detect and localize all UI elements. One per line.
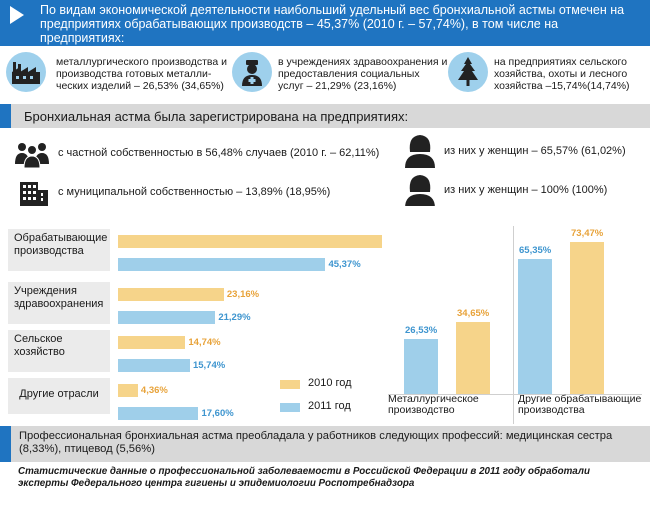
- ownership-private: с частной собственностью в 56,48% случае…: [58, 147, 380, 159]
- hbar-value-label: 17,60%: [201, 408, 234, 419]
- header-banner: По видам экономической деятельности наиб…: [0, 0, 650, 46]
- vbar-value-label: 34,65%: [457, 308, 490, 320]
- hbar-2010: [118, 336, 186, 349]
- professions-text: Профессиональная бронхиальная астма прео…: [19, 430, 613, 455]
- hbar-value-label: 15,74%: [192, 360, 226, 371]
- legend-swatch-2010: [280, 380, 300, 389]
- vbar-2011: [518, 258, 552, 394]
- hbar-value-label: 4,36%: [140, 385, 168, 396]
- hbar-2010: [118, 384, 138, 397]
- vbar-value-label: 73,47%: [571, 228, 604, 239]
- doctor-icon: [232, 52, 272, 92]
- hbar-2010: [118, 235, 382, 248]
- hbar-value-label: 14,74%: [188, 337, 221, 348]
- vbar-2010: [456, 322, 490, 394]
- building-icon: [18, 176, 50, 213]
- category-label: Обрабатывающие производства: [8, 229, 110, 271]
- footer-source: Статистические данные о профессиональной…: [18, 466, 590, 489]
- sector-metallurgy: металлургического производства и произво…: [56, 56, 228, 92]
- legend-label-2011: 2011 год: [308, 400, 351, 412]
- women-share-1: из них у женщин – 65,57% (61,02%): [444, 145, 626, 157]
- hbar-value-label: 45,37%: [328, 259, 361, 270]
- vertical-bar-chart: 26,53% 34,65% 65,35% 73,47% Металлургическо…: [384, 206, 646, 424]
- registered-text: Бронхиальная астма была зарегистрирована…: [24, 109, 409, 124]
- people-icon: [14, 140, 50, 173]
- factory-icon: [6, 52, 46, 92]
- woman-icon: [402, 132, 438, 173]
- category-label: Другие отрасли: [8, 378, 110, 414]
- category-label: Сельское хозяйство: [8, 330, 110, 372]
- woman-icon: [402, 172, 438, 213]
- category-label: Учреждения здравоохранения: [8, 282, 110, 324]
- header-text: По видам экономической деятельности наиб…: [40, 3, 625, 45]
- vbar-value-label: 65,35%: [519, 244, 552, 256]
- hbar-2011: [118, 258, 326, 271]
- hbar-2010: [118, 288, 224, 301]
- hbar-value-label: 23,16%: [226, 289, 260, 300]
- registered-banner: Бронхиальная астма была зарегистрирована…: [0, 104, 650, 128]
- legend-label-2010: 2010 год: [308, 377, 352, 389]
- hbar-value-label: 21,29%: [218, 312, 251, 323]
- vbar-2011: [404, 339, 438, 394]
- women-share-2: из них у женщин – 100% (100%): [444, 184, 608, 196]
- ownership-municipal: с муниципальной собственностью – 13,89% …: [58, 186, 331, 198]
- vbar-2010: [570, 242, 604, 394]
- sector-healthcare: в учреждениях здравоохранения и предоста…: [278, 56, 448, 92]
- tree-icon: [448, 52, 488, 92]
- legend-swatch-2011: [280, 403, 300, 412]
- vbar-value-label: 26,53%: [405, 325, 438, 337]
- hbar-2011: [118, 407, 199, 420]
- vcat-other-manufacturing: Другие обрабатывающие производства: [518, 393, 642, 416]
- arrow-icon: [10, 6, 24, 24]
- professions-banner: Профессиональная бронхиальная астма прео…: [0, 426, 650, 462]
- hbar-2011: [118, 359, 190, 372]
- sector-agriculture: на предприятиях сельского хозяйства, охо…: [494, 56, 630, 92]
- vcat-metallurgy: Металлургическое производство: [388, 393, 479, 416]
- hbar-2011: [118, 311, 216, 324]
